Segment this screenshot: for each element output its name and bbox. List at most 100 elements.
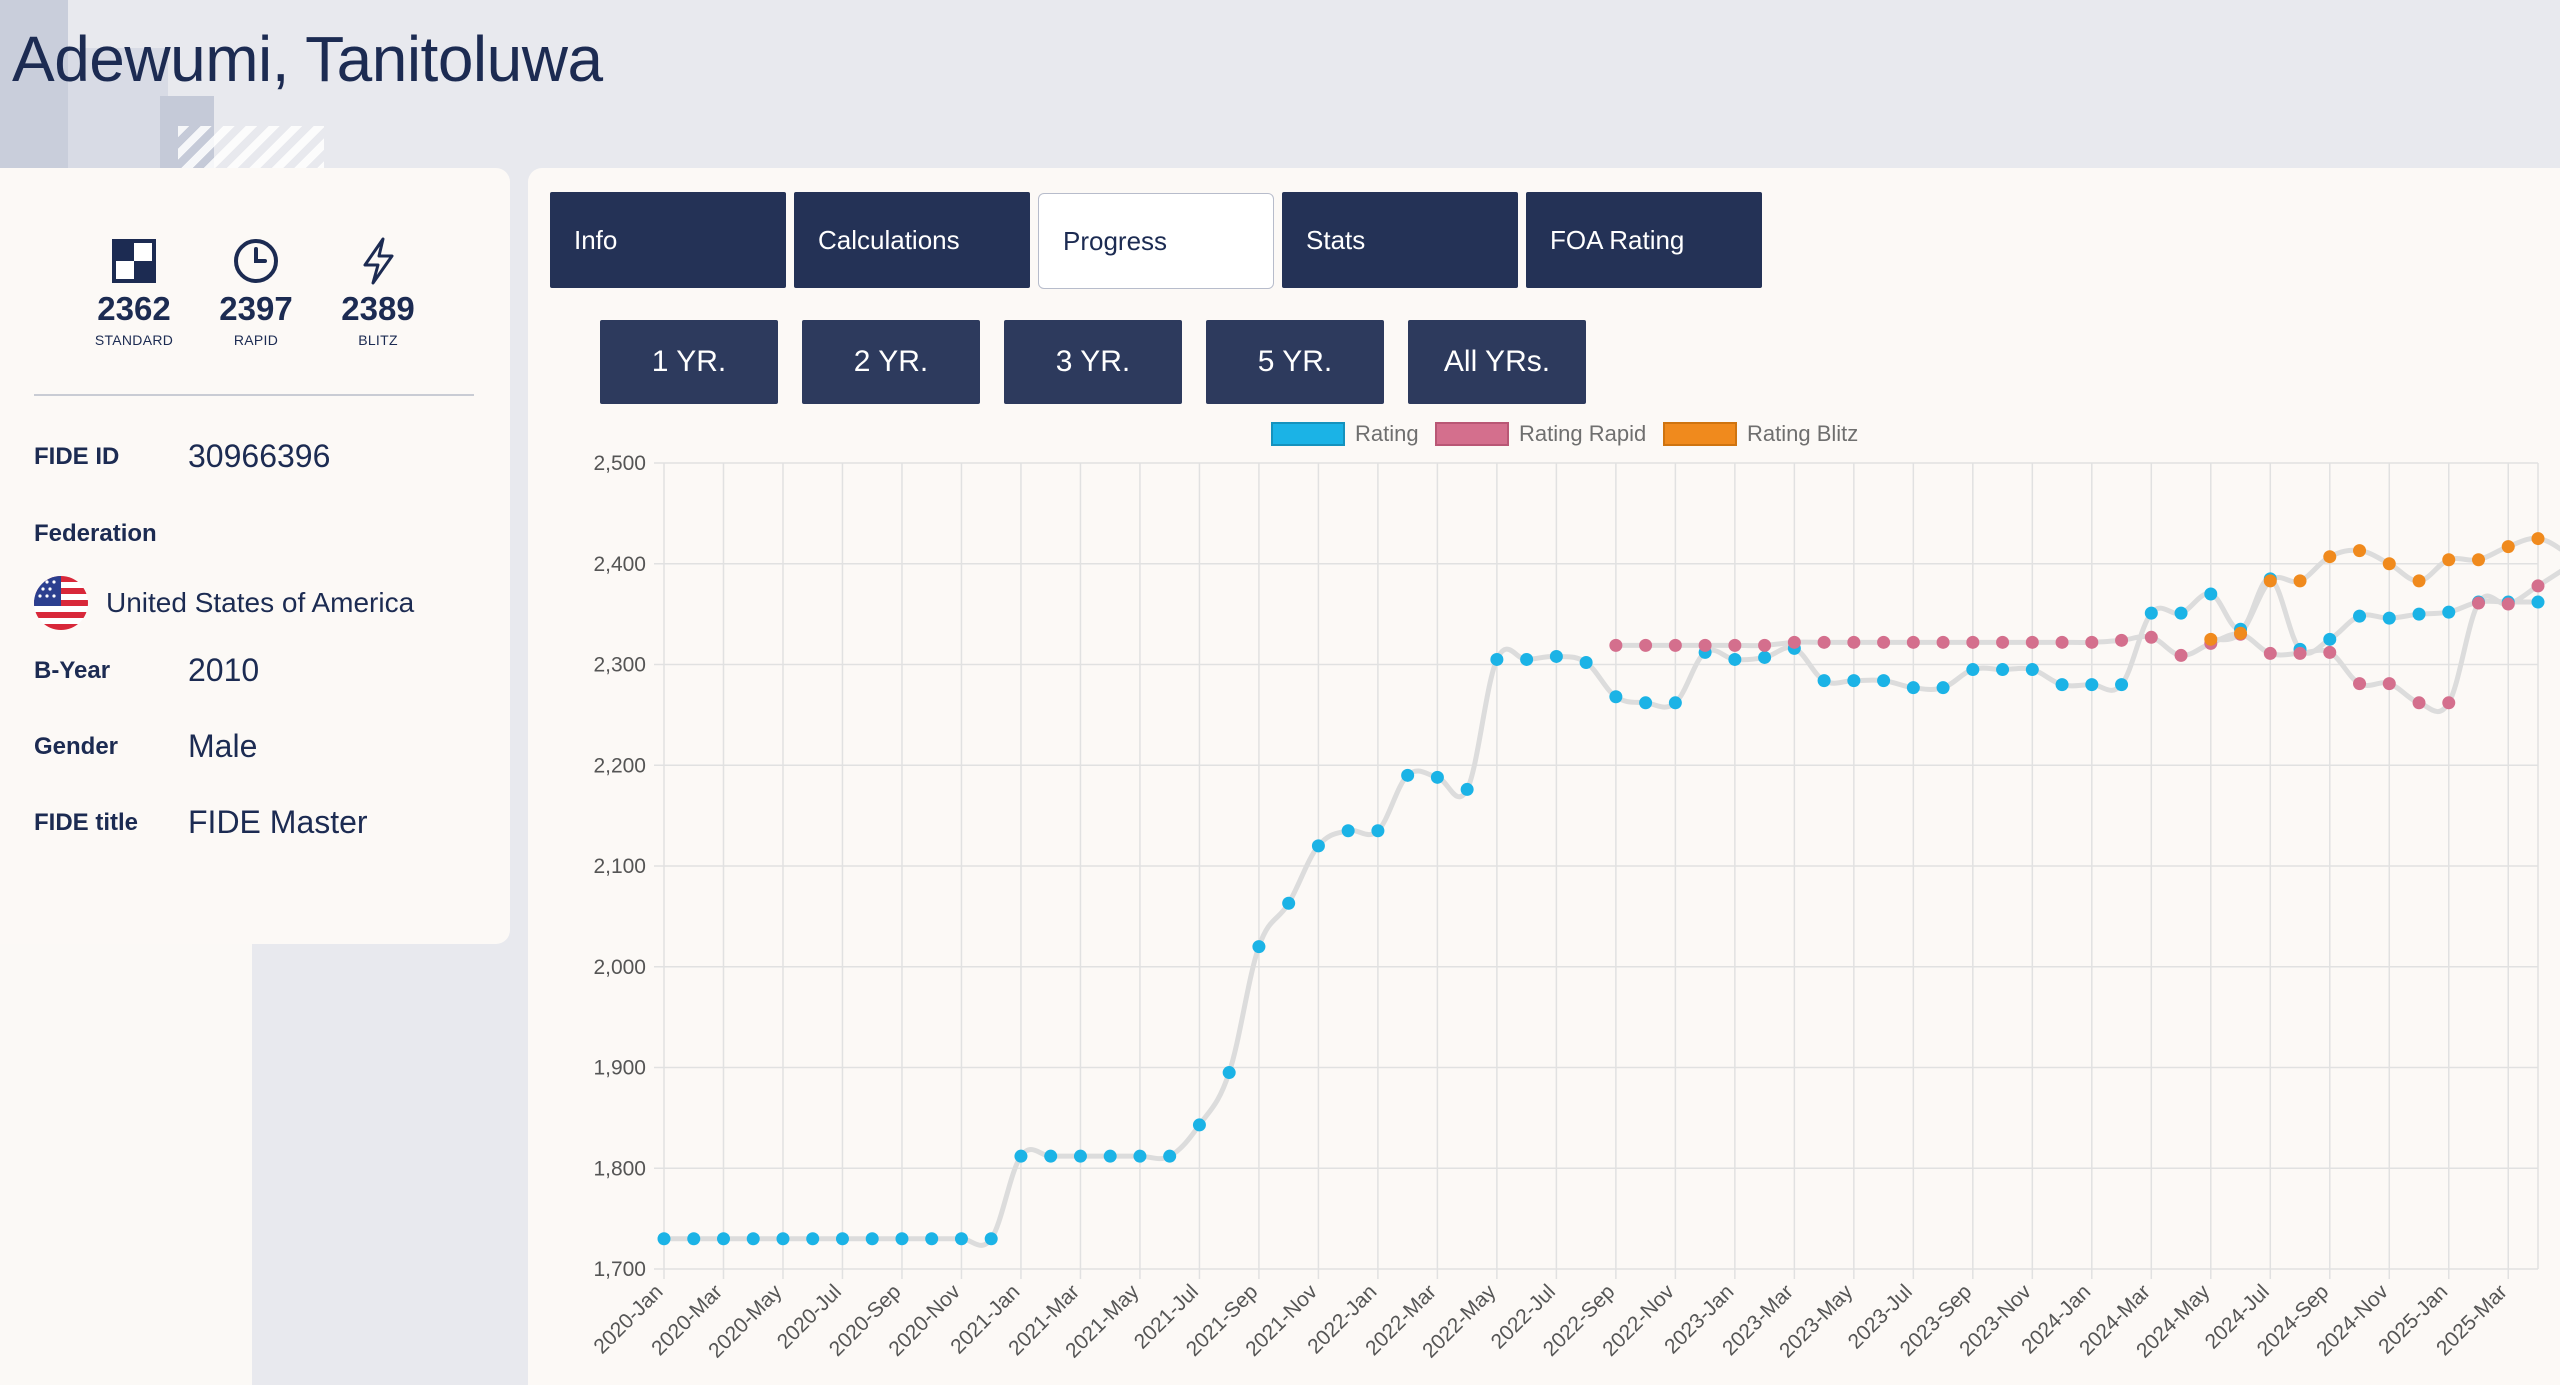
data-point-rating-rapid[interactable] [1609, 638, 1623, 652]
data-point-rating[interactable] [1966, 663, 1980, 677]
data-point-rating[interactable] [1430, 770, 1444, 784]
data-point-rating-rapid[interactable] [1847, 635, 1861, 649]
data-point-rating-rapid[interactable] [2412, 696, 2426, 710]
data-point-rating-rapid[interactable] [2055, 635, 2069, 649]
data-point-rating[interactable] [2115, 678, 2129, 692]
data-point-rating[interactable] [2323, 632, 2337, 646]
data-point-rating-blitz[interactable] [2204, 632, 2218, 646]
data-point-rating-blitz[interactable] [2472, 553, 2486, 567]
data-point-rating[interactable] [1847, 674, 1861, 688]
data-point-rating-rapid[interactable] [1728, 638, 1742, 652]
data-point-rating[interactable] [2442, 605, 2456, 619]
data-point-rating[interactable] [835, 1232, 849, 1246]
legend-item-rating[interactable]: Rating [1271, 421, 1419, 446]
data-point-rating[interactable] [2144, 606, 2158, 620]
data-point-rating[interactable] [1609, 690, 1623, 704]
data-point-rating-blitz[interactable] [2382, 557, 2396, 571]
data-point-rating[interactable] [1103, 1149, 1117, 1163]
data-point-rating-rapid[interactable] [1758, 638, 1772, 652]
data-point-rating-rapid[interactable] [2382, 677, 2396, 691]
data-point-rating[interactable] [1371, 824, 1385, 838]
data-point-rating-rapid[interactable] [1996, 635, 2010, 649]
data-point-rating-rapid[interactable] [1906, 635, 1920, 649]
data-point-rating[interactable] [2025, 663, 2039, 677]
legend-item-rating-blitz[interactable]: Rating Blitz [1663, 421, 1858, 446]
data-point-rating-rapid[interactable] [2531, 579, 2545, 593]
data-point-rating[interactable] [2085, 678, 2099, 692]
data-point-rating[interactable] [1163, 1149, 1177, 1163]
period-3-year-button[interactable]: 3 YR. [1004, 320, 1182, 404]
data-point-rating-rapid[interactable] [2115, 633, 2129, 647]
data-point-rating[interactable] [1401, 768, 1415, 782]
data-point-rating-rapid[interactable] [2085, 635, 2099, 649]
legend-item-rating-rapid[interactable]: Rating Rapid [1435, 421, 1646, 446]
data-point-rating-rapid[interactable] [1787, 635, 1801, 649]
data-point-rating-blitz[interactable] [2442, 553, 2456, 567]
data-point-rating[interactable] [1222, 1066, 1236, 1080]
data-point-rating-rapid[interactable] [2025, 635, 2039, 649]
data-point-rating[interactable] [1341, 824, 1355, 838]
data-point-rating[interactable] [1728, 652, 1742, 666]
data-point-rating[interactable] [2531, 595, 2545, 609]
data-point-rating-rapid[interactable] [2293, 646, 2307, 660]
data-point-rating-blitz[interactable] [2293, 574, 2307, 588]
data-point-rating[interactable] [1073, 1149, 1087, 1163]
data-point-rating-rapid[interactable] [1668, 638, 1682, 652]
data-point-rating-rapid[interactable] [2442, 696, 2456, 710]
data-point-rating[interactable] [1133, 1149, 1147, 1163]
period-5-year-button[interactable]: 5 YR. [1206, 320, 1384, 404]
data-point-rating-rapid[interactable] [2323, 645, 2337, 659]
data-point-rating-blitz[interactable] [2353, 544, 2367, 558]
data-point-rating[interactable] [2055, 678, 2069, 692]
data-point-rating[interactable] [954, 1232, 968, 1246]
data-point-rating-rapid[interactable] [1698, 638, 1712, 652]
data-point-rating-rapid[interactable] [1639, 638, 1653, 652]
data-point-rating[interactable] [1014, 1149, 1028, 1163]
data-point-rating-rapid[interactable] [2353, 677, 2367, 691]
data-point-rating[interactable] [687, 1232, 701, 1246]
data-point-rating[interactable] [1639, 696, 1653, 710]
data-point-rating[interactable] [1668, 696, 1682, 710]
data-point-rating[interactable] [806, 1232, 820, 1246]
data-point-rating[interactable] [1906, 681, 1920, 695]
data-point-rating[interactable] [865, 1232, 879, 1246]
data-point-rating[interactable] [1758, 650, 1772, 664]
period-1-year-button[interactable]: 1 YR. [600, 320, 778, 404]
data-point-rating[interactable] [1877, 674, 1891, 688]
data-point-rating-blitz[interactable] [2323, 550, 2337, 564]
tab-progress[interactable]: Progress [1038, 193, 1274, 289]
data-point-rating[interactable] [1490, 652, 1504, 666]
data-point-rating-blitz[interactable] [2263, 574, 2277, 588]
data-point-rating-rapid[interactable] [2501, 597, 2515, 611]
data-point-rating[interactable] [1252, 940, 1266, 954]
data-point-rating[interactable] [2174, 606, 2188, 620]
data-point-rating-rapid[interactable] [2263, 646, 2277, 660]
data-point-rating-rapid[interactable] [1877, 635, 1891, 649]
data-point-rating[interactable] [1282, 896, 1296, 910]
data-point-rating-blitz[interactable] [2412, 574, 2426, 588]
period-2-year-button[interactable]: 2 YR. [802, 320, 980, 404]
data-point-rating-blitz[interactable] [2531, 532, 2545, 546]
data-point-rating[interactable] [1520, 652, 1534, 666]
data-point-rating-blitz[interactable] [2501, 540, 2515, 554]
data-point-rating-rapid[interactable] [2144, 630, 2158, 644]
data-point-rating-rapid[interactable] [2472, 596, 2486, 610]
data-point-rating[interactable] [776, 1232, 790, 1246]
data-point-rating[interactable] [716, 1232, 730, 1246]
data-point-rating[interactable] [1817, 674, 1831, 688]
data-point-rating[interactable] [2412, 607, 2426, 621]
data-point-rating[interactable] [1549, 649, 1563, 663]
period-all-years-button[interactable]: All YRs. [1408, 320, 1586, 404]
data-point-rating[interactable] [657, 1232, 671, 1246]
data-point-rating[interactable] [2204, 587, 2218, 601]
data-point-rating[interactable] [1579, 655, 1593, 669]
data-point-rating[interactable] [2382, 611, 2396, 625]
data-point-rating[interactable] [1936, 681, 1950, 695]
data-point-rating[interactable] [895, 1232, 909, 1246]
data-point-rating[interactable] [746, 1232, 760, 1246]
data-point-rating[interactable] [1460, 782, 1474, 796]
data-point-rating-rapid[interactable] [1966, 635, 1980, 649]
tab-calculations[interactable]: Calculations [794, 192, 1030, 288]
data-point-rating[interactable] [1192, 1118, 1206, 1132]
tab-info[interactable]: Info [550, 192, 786, 288]
